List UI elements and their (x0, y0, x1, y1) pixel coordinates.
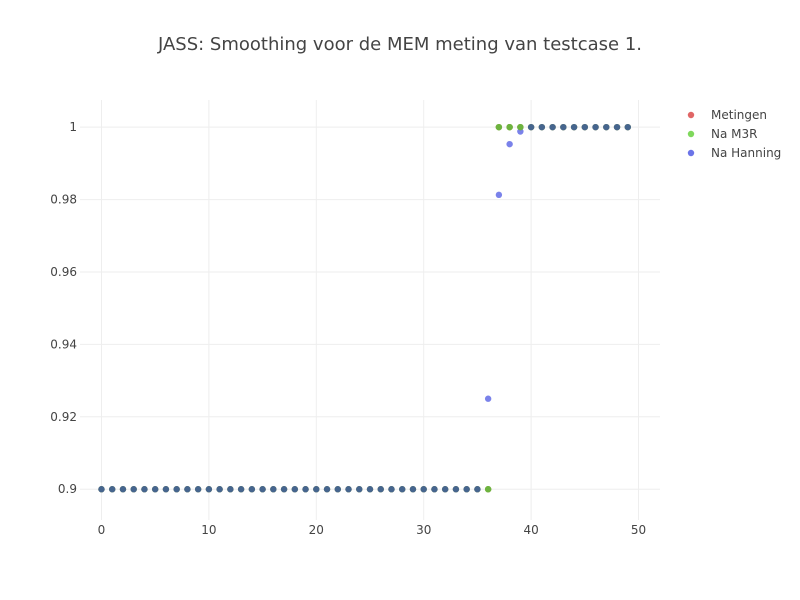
legend[interactable]: Metingen Na M3R Na Hanning (687, 108, 781, 160)
y-tick-label: 0.98 (50, 193, 77, 207)
y-tick-label: 0.92 (50, 410, 77, 424)
x-tick-label: 20 (309, 523, 324, 537)
data-point-na-hanning (98, 486, 105, 493)
y-tick-label: 0.96 (50, 265, 77, 279)
data-point-na-hanning (345, 486, 352, 493)
chart-title: JASS: Smoothing voor de MEM meting van t… (157, 34, 642, 55)
data-point-na-hanning (388, 486, 395, 493)
data-point-na-hanning (109, 486, 116, 493)
data-point-na-hanning (581, 123, 589, 131)
data-point-na-hanning (624, 123, 631, 131)
data-point-na-hanning (441, 486, 449, 493)
x-tick-label: 0 (98, 523, 106, 537)
data-point-na-hanning (194, 486, 202, 493)
legend-marker (687, 149, 695, 157)
data-point-na-hanning (474, 486, 481, 493)
data-point-na-hanning (377, 486, 384, 493)
data-point-na-hanning (549, 123, 556, 131)
data-point-na-hanning (399, 486, 406, 493)
x-tick-label: 40 (523, 523, 538, 537)
data-point-na-hanning (613, 123, 621, 131)
data-point-na-hanning (538, 123, 546, 131)
data-point-na-hanning (270, 486, 277, 493)
legend-item-na-hanning[interactable]: Na Hanning (687, 146, 781, 160)
legend-item-na-m3r[interactable]: Na M3R (687, 127, 758, 141)
data-point-na-hanning (463, 486, 470, 493)
legend-marker (687, 111, 695, 119)
data-point-na-hanning (141, 486, 148, 493)
legend-label: Na M3R (711, 127, 757, 141)
grid (80, 100, 660, 520)
data-point-na-hanning (248, 486, 256, 493)
y-tick-label: 0.94 (50, 337, 77, 351)
data-point-na-hanning (592, 123, 599, 131)
data-point-na-hanning (216, 486, 223, 493)
legend-marker (687, 130, 695, 138)
data-point-na-hanning (527, 123, 535, 131)
data-point-na-m3r (517, 123, 524, 131)
data-point-na-hanning (259, 486, 266, 493)
legend-item-metingen[interactable]: Metingen (687, 108, 767, 122)
data-point-na-hanning (506, 140, 513, 148)
data-point-na-hanning (323, 486, 331, 493)
data-point-na-hanning (570, 123, 578, 131)
data-point-na-hanning (302, 486, 309, 493)
data-point-na-hanning (184, 486, 191, 493)
data-point-na-hanning (119, 486, 127, 493)
data-point-na-m3r (506, 123, 513, 131)
data-point-na-hanning (420, 486, 427, 493)
data-point-na-hanning (356, 486, 363, 493)
data-point-na-hanning (227, 486, 234, 493)
x-tick-label: 50 (631, 523, 646, 537)
data-point-na-hanning (237, 486, 245, 493)
data-point-na-hanning (603, 123, 610, 131)
data-point-na-hanning (366, 486, 374, 493)
data-point-na-hanning (205, 486, 213, 493)
legend-label: Metingen (711, 108, 767, 122)
data-point-na-hanning (280, 486, 288, 493)
data-point-na-hanning (495, 191, 503, 199)
data-point-na-hanning (334, 486, 341, 493)
data-point-na-hanning (151, 486, 159, 493)
data-point-na-hanning (173, 486, 180, 493)
x-tick-label: 10 (201, 523, 216, 537)
legend-label: Na Hanning (711, 146, 781, 160)
data-point-na-hanning (162, 486, 170, 493)
data-point-na-hanning (313, 486, 320, 493)
data-point-na-hanning (409, 486, 417, 493)
data-point-na-m3r (484, 486, 492, 493)
data-point-na-hanning (291, 486, 299, 493)
data-points (98, 123, 631, 493)
data-point-na-hanning (560, 123, 567, 131)
y-tick-label: 1 (69, 120, 77, 134)
axis-ticks: 0 10 20 30 40 50 0.9 0.92 0.94 0.96 0.98 1 (50, 120, 646, 537)
data-point-na-hanning (452, 486, 460, 493)
data-point-na-hanning (484, 395, 492, 402)
y-tick-label: 0.9 (58, 482, 77, 496)
data-point-na-m3r (495, 123, 503, 131)
data-point-na-hanning (130, 486, 137, 493)
x-tick-label: 30 (416, 523, 431, 537)
data-point-na-hanning (431, 486, 438, 493)
